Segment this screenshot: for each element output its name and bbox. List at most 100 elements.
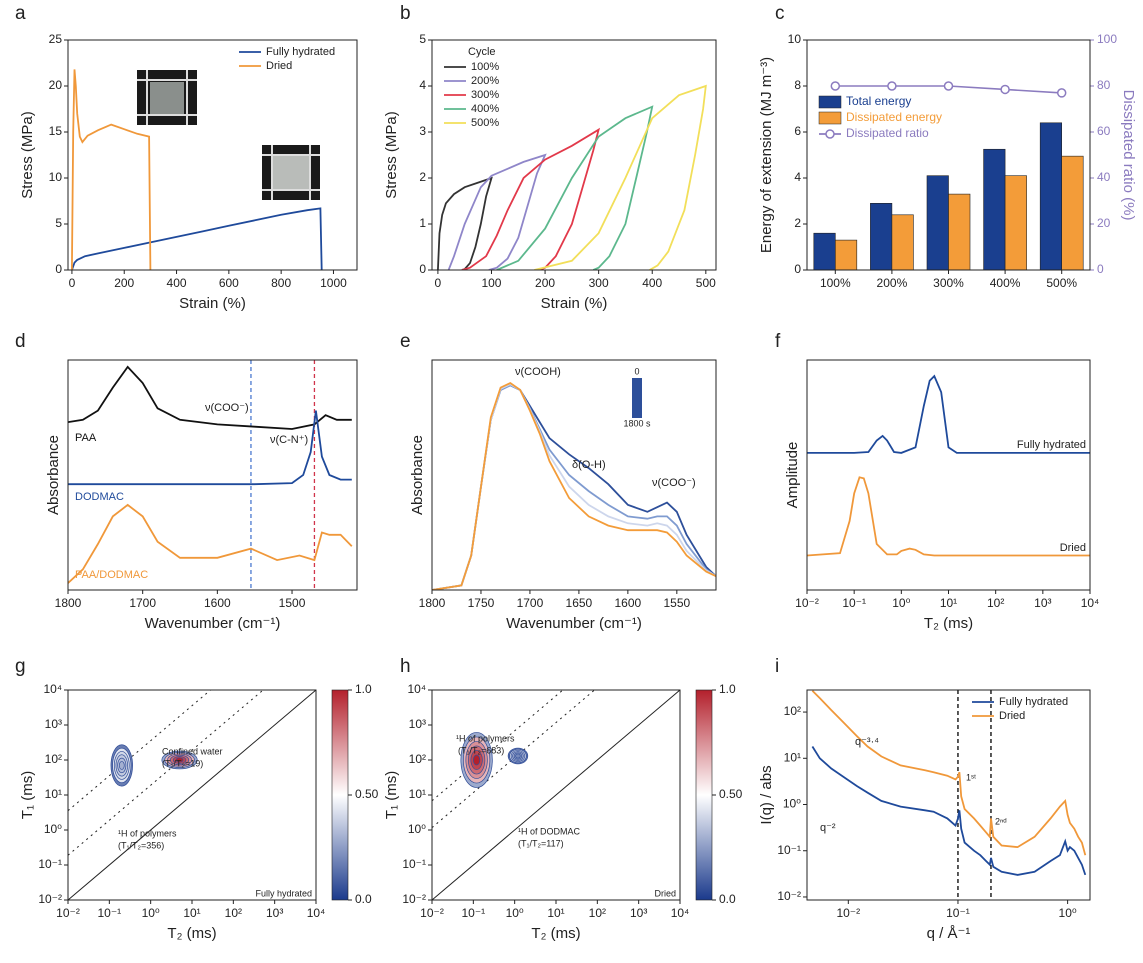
y-axis-label: I(q) / abs xyxy=(758,765,775,824)
data-line xyxy=(68,365,352,430)
x-tick-label: 300% xyxy=(933,276,964,290)
x-tick-label: 10⁻² xyxy=(836,906,860,920)
y-tick-label: 10⁻² xyxy=(402,892,426,906)
y-tick-label: 0 xyxy=(419,262,426,276)
y-axis-label: T₁ (ms) xyxy=(19,771,36,819)
x-axis-label: T₂ (ms) xyxy=(531,925,580,942)
data-line xyxy=(534,84,707,270)
y-tick-label: 25 xyxy=(49,32,63,46)
bar xyxy=(1004,175,1027,271)
data-line xyxy=(71,69,152,270)
x-tick-label: 10² xyxy=(987,596,1004,610)
x-tick-label: 10⁰ xyxy=(1059,906,1077,920)
y-tick-label: 10² xyxy=(409,752,426,766)
x-tick-label: 10⁻¹ xyxy=(946,906,970,920)
y-tick-label: 3 xyxy=(419,124,426,138)
colorbar-tick-label: 0.0 xyxy=(719,892,736,906)
annotation: ν(C-N⁺) xyxy=(270,434,308,446)
x-tick-label: 10³ xyxy=(1034,596,1051,610)
annotation: Confined water xyxy=(162,746,223,756)
annotation: (T₁/T₂=117) xyxy=(518,838,564,848)
x-tick-label: 500 xyxy=(696,276,716,290)
colorbar-tick-label: 1.0 xyxy=(719,682,736,696)
legend-label: Dissipated energy xyxy=(846,110,942,124)
annotation: ν(COO⁻) xyxy=(652,477,696,489)
x-tick-label: 600 xyxy=(219,276,239,290)
colorbar xyxy=(695,689,713,901)
panel-letter: g xyxy=(15,656,26,677)
bar xyxy=(834,239,858,271)
annotation: Fully hydrated xyxy=(255,888,312,898)
x-tick-label: 1800 xyxy=(55,596,82,610)
annotation: ν(COOH) xyxy=(515,366,561,378)
y-tick-label: 10⁴ xyxy=(407,682,426,696)
y2-tick-label: 0 xyxy=(1097,262,1104,276)
x-tick-label: 10¹ xyxy=(547,906,564,920)
y-axis-label: Stress (MPa) xyxy=(383,111,400,199)
y-tick-label: 10⁻² xyxy=(38,892,62,906)
contour-level xyxy=(515,753,521,759)
y2-tick-label: 80 xyxy=(1097,78,1111,92)
legend-swatch xyxy=(825,129,835,139)
y2-tick-label: 20 xyxy=(1097,216,1111,230)
panel: i q / Å⁻¹ I(q) / abs 10⁻² 10⁻¹ 10⁰ 10⁻² 10⁻¹ 10⁰… xyxy=(758,656,1091,942)
y-tick-label: 5 xyxy=(419,32,426,46)
x-tick-label: 300 xyxy=(589,276,609,290)
annotation: 2ⁿᵈ xyxy=(995,816,1007,826)
legend-swatch xyxy=(818,111,842,125)
x-tick-label: 400% xyxy=(990,276,1021,290)
plot-frame xyxy=(431,359,717,591)
ratio-line xyxy=(432,690,596,828)
colorbar-tick-label: 0.50 xyxy=(355,787,379,801)
ratio-line xyxy=(68,690,212,812)
x-axis-label: Wavenumber (cm⁻¹) xyxy=(506,615,642,632)
y-tick-label: 5 xyxy=(55,216,62,230)
x-tick-label: 10⁻² xyxy=(420,906,444,920)
annotation: Dried xyxy=(654,888,676,898)
panel: e Wavenumber (cm⁻¹) Absorbance 1800 1750 1700… xyxy=(400,331,717,632)
x-tick-label: 10⁰ xyxy=(892,596,910,610)
y-tick-label: 0 xyxy=(55,262,62,276)
panel: h T₂ (ms) T₁ (ms) 10⁻² 10⁻¹ 10⁰ 10¹ 10² 10³ 10⁴ 10… xyxy=(383,656,743,942)
y-tick-label: 10⁻¹ xyxy=(38,857,62,871)
x-tick-label: 1000 xyxy=(320,276,347,290)
ratio-marker xyxy=(943,81,954,91)
y-tick-label: 10² xyxy=(784,704,801,718)
panel: b Strain (%) Stress (MPa) 0 100 200 300 400 500 0… xyxy=(383,3,717,312)
annotation: q⁻³·⁴ xyxy=(855,736,879,748)
x-tick-label: 10¹ xyxy=(940,596,957,610)
legend-label: 200% xyxy=(471,75,499,87)
y-tick-label: 20 xyxy=(49,78,63,92)
data-line xyxy=(811,746,1087,876)
x-tick-label: 10⁴ xyxy=(671,906,690,920)
data-line xyxy=(68,410,352,486)
bar xyxy=(983,148,1006,271)
x-tick-label: 1700 xyxy=(129,596,156,610)
data-line xyxy=(432,381,716,590)
contour-level xyxy=(175,757,184,763)
series-label: PAA xyxy=(75,432,97,444)
plot-frame xyxy=(67,39,358,271)
bar xyxy=(926,175,949,271)
x-tick-label: 10⁴ xyxy=(1081,596,1100,610)
bar xyxy=(891,214,914,271)
colorbar xyxy=(331,689,349,901)
series-label: PAA/DODMAC xyxy=(75,569,148,581)
annotation: q⁻² xyxy=(820,822,836,834)
legend-label: 300% xyxy=(471,89,499,101)
y-tick-label: 4 xyxy=(419,78,426,92)
y-tick-label: 15 xyxy=(49,124,63,138)
x-tick-label: 1500 xyxy=(279,596,306,610)
data-line xyxy=(68,503,353,584)
y-tick-label: 10⁰ xyxy=(408,822,426,836)
panel: g T₂ (ms) T₁ (ms) 10⁻² 10⁻¹ 10⁰ 10¹ 10² 10³ 10⁴ 10… xyxy=(15,656,379,942)
y-axis-label: Amplitude xyxy=(784,442,801,509)
y-tick-label: 10³ xyxy=(409,717,426,731)
x-tick-label: 400 xyxy=(642,276,662,290)
y-tick-label: 0 xyxy=(794,262,801,276)
data-line xyxy=(437,176,493,270)
y-tick-label: 1 xyxy=(419,216,426,230)
y-tick-label: 10¹ xyxy=(45,787,62,801)
annotation: (T₁/T₂=19) xyxy=(162,758,203,768)
